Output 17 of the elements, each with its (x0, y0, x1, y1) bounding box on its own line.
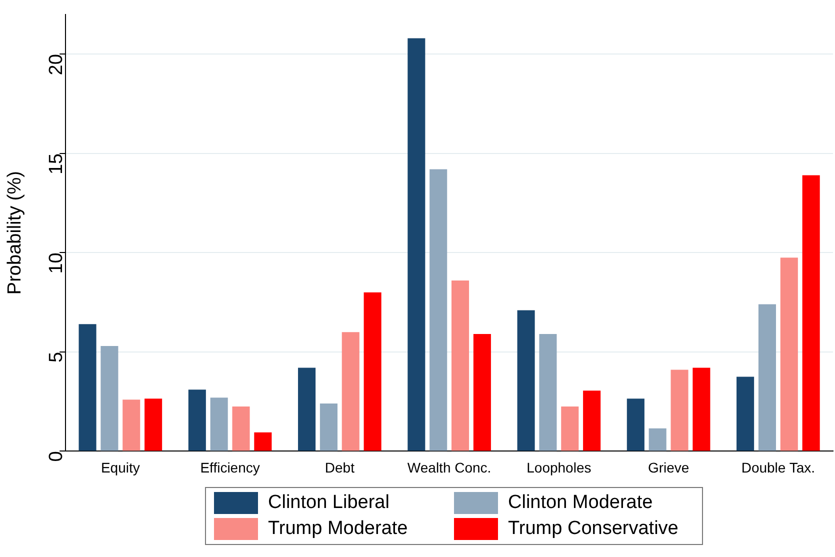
legend-label: Clinton Moderate (508, 492, 653, 514)
x-tick-label: Loopholes (526, 459, 592, 476)
legend-label: Trump Moderate (268, 518, 408, 540)
x-tick-label: Debt (324, 459, 355, 476)
x-tick-label: Efficiency (200, 459, 260, 476)
legend-label: Clinton Liberal (268, 492, 390, 514)
y-tick-label: 10 (46, 252, 67, 274)
x-tick-label: Wealth Conc. (407, 459, 492, 476)
y-tick-label: 0 (46, 451, 67, 462)
y-tick-label: 5 (46, 352, 67, 363)
y-axis-title: Probability (%) (4, 171, 26, 295)
legend-label: Trump Conservative (508, 518, 678, 540)
x-tick-label: Grieve (648, 459, 690, 476)
y-tick-label: 15 (46, 153, 67, 175)
x-tick-label: Equity (100, 459, 140, 476)
y-tick-label: 20 (46, 54, 67, 76)
x-tick-label: Double Tax. (741, 459, 816, 476)
